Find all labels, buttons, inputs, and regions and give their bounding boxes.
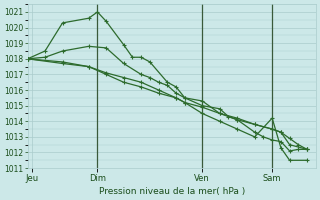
X-axis label: Pression niveau de la mer( hPa ): Pression niveau de la mer( hPa ) [99,187,245,196]
